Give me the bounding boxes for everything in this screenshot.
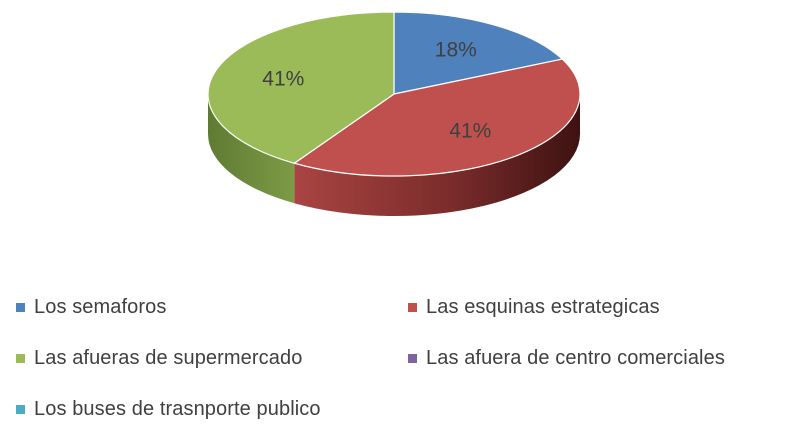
data-label-las-afueras-de-supermercado: 41% <box>262 67 304 90</box>
data-label-los-semaforos: 18% <box>435 39 477 62</box>
slice-las-afueras-de-supermercado-side <box>208 94 295 204</box>
slice-las-afueras-de-supermercado <box>207 11 395 164</box>
slice-las-esquinas-estrategicas <box>293 58 581 177</box>
data-label-las-esquinas-estrategicas: 41% <box>449 120 491 143</box>
slice-las-esquinas-estrategicas-side <box>294 94 580 216</box>
slice-los-semaforos <box>393 11 563 95</box>
